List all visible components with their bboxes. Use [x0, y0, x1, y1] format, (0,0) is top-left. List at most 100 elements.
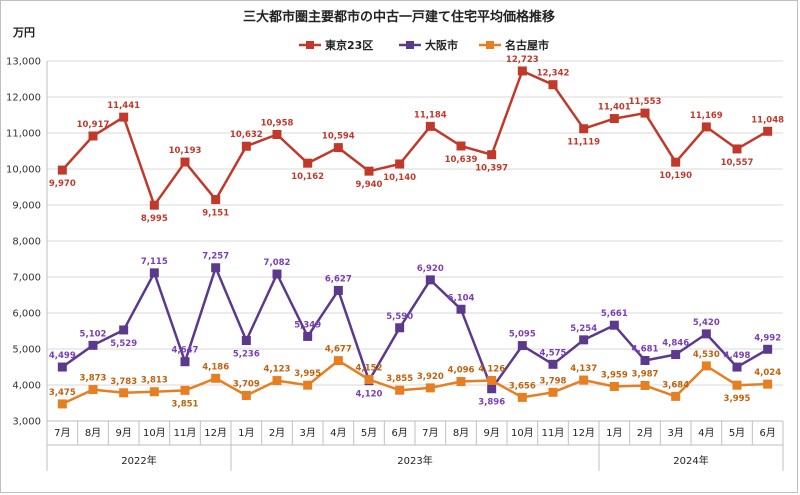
data-label: 5,349	[294, 320, 321, 330]
data-label: 3,475	[49, 388, 76, 398]
data-label: 10,632	[230, 130, 263, 140]
data-label: 11,401	[598, 103, 631, 113]
y-tick-label: 7,000	[12, 273, 41, 284]
data-label: 4,498	[724, 351, 751, 361]
data-point	[517, 392, 527, 402]
data-label: 11,119	[567, 138, 600, 148]
data-label: 3,783	[110, 377, 137, 387]
data-label: 7,257	[202, 252, 229, 262]
series-line	[61, 69, 769, 207]
data-point	[333, 143, 343, 153]
y-tick-label: 11,000	[6, 129, 41, 140]
data-point	[517, 341, 527, 351]
data-label: 4,846	[662, 339, 689, 349]
data-label: 11,184	[414, 110, 447, 120]
data-label: 9,151	[202, 209, 229, 219]
x-tick-label: 7月	[422, 427, 438, 439]
y-tick-label: 8,000	[12, 237, 41, 248]
data-label: 3,855	[386, 374, 413, 384]
data-label: 5,254	[570, 324, 597, 334]
data-label: 5,590	[386, 312, 413, 322]
x-tick-label: 4月	[330, 427, 346, 439]
data-point	[640, 380, 650, 390]
data-label: 4,499	[49, 351, 76, 361]
data-label: 10,594	[322, 132, 355, 142]
data-point	[241, 390, 251, 400]
data-point	[149, 200, 159, 210]
data-point	[303, 331, 313, 341]
data-label: 5,102	[80, 329, 107, 339]
data-point	[579, 335, 589, 345]
axes: 3,000 4,000 5,000 6,000 7,000 8,000 9,000 10,00…	[6, 57, 784, 471]
data-label: 10,557	[721, 158, 754, 168]
y-tick-label: 4,000	[12, 381, 41, 392]
data-label: 10,190	[659, 171, 692, 181]
data-label: 12,342	[537, 69, 570, 79]
data-point	[149, 268, 159, 278]
data-point	[671, 157, 681, 167]
legend-label: 東京23区	[325, 38, 373, 52]
data-label: 3,709	[233, 379, 260, 389]
data-point	[119, 388, 129, 398]
data-point	[364, 166, 374, 176]
data-point	[149, 387, 159, 397]
data-label: 5,529	[110, 339, 137, 349]
data-point	[763, 126, 773, 136]
data-point	[211, 195, 221, 205]
x-tick-label: 11月	[174, 427, 197, 439]
legend-label: 大阪市	[425, 38, 458, 52]
data-point	[548, 359, 558, 369]
x-tick-label: 8月	[85, 427, 101, 439]
data-point	[88, 385, 98, 395]
x-tick-label: 10月	[143, 427, 166, 439]
x-tick-label: 8月	[453, 427, 469, 439]
data-label: 3,987	[632, 369, 659, 379]
data-point	[701, 361, 711, 371]
data-point	[57, 399, 67, 409]
data-point	[609, 381, 619, 391]
data-point	[732, 144, 742, 154]
data-point	[241, 336, 251, 346]
data-label: 5,661	[601, 309, 628, 319]
data-point	[119, 112, 129, 122]
x-tick-label: 1月	[606, 427, 622, 439]
x-tick-label: 9月	[115, 427, 131, 439]
data-label: 11,553	[629, 97, 662, 107]
data-point	[487, 375, 497, 385]
data-point	[548, 387, 558, 397]
x-tick-label: 11月	[542, 427, 565, 439]
data-point	[732, 362, 742, 372]
x-tick-label: 3月	[667, 427, 683, 439]
y-tick-label: 5,000	[12, 345, 41, 356]
data-point	[395, 159, 405, 169]
data-point	[456, 304, 466, 314]
data-label: 4,677	[325, 345, 352, 355]
data-point	[763, 379, 773, 389]
data-point	[88, 131, 98, 141]
x-tick-label: 12月	[204, 427, 227, 439]
data-point	[57, 165, 67, 175]
legend-marker	[306, 41, 314, 49]
x-tick-label: 12月	[572, 427, 595, 439]
data-label: 4,152	[356, 364, 383, 374]
data-label: 3,798	[540, 376, 567, 386]
data-label: 3,995	[724, 394, 751, 404]
data-label: 5,236	[233, 350, 260, 360]
data-point	[763, 344, 773, 354]
chart-title: 三大都市圏主要都市の中古一戸建て住宅平均価格推移	[243, 9, 555, 25]
data-point	[487, 384, 497, 394]
legend: 東京23区 大阪市 名古屋市	[299, 38, 549, 52]
data-label: 3,684	[662, 380, 689, 390]
data-label: 7,115	[141, 257, 168, 267]
year-label: 2024年	[673, 454, 708, 467]
x-tick-label: 10月	[511, 427, 534, 439]
x-tick-label: 7月	[54, 427, 70, 439]
data-label: 10,162	[291, 172, 324, 182]
data-label: 4,123	[264, 365, 291, 375]
legend-label: 名古屋市	[505, 38, 549, 52]
x-tick-label: 5月	[361, 427, 377, 439]
data-point	[640, 355, 650, 365]
year-label: 2023年	[397, 454, 432, 467]
data-point	[211, 373, 221, 383]
